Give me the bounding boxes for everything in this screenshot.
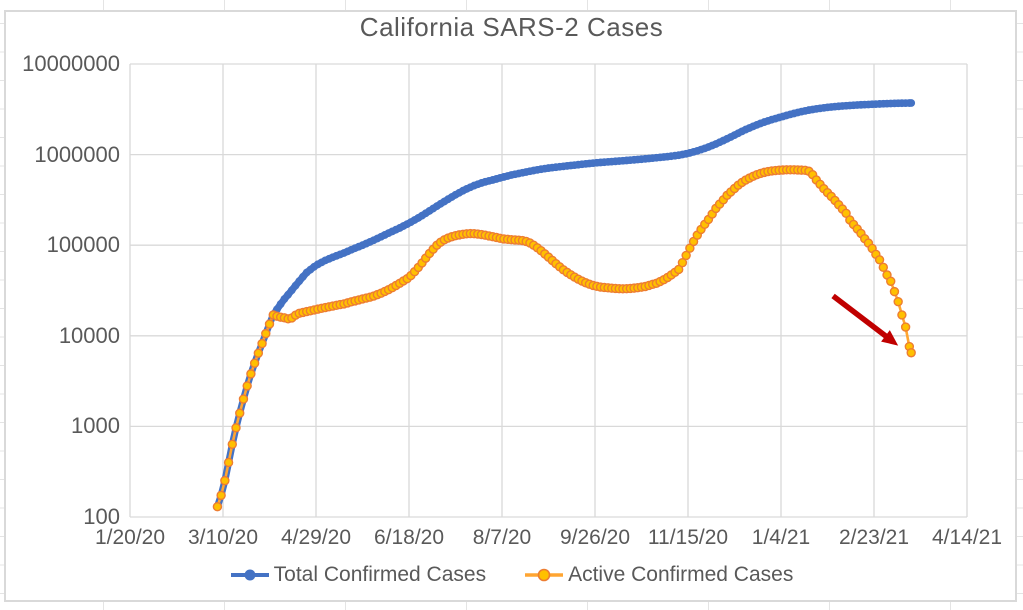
annotation-arrow[interactable] <box>831 293 899 346</box>
legend-marker-total-icon <box>230 569 269 581</box>
series-active-confirmed-cases[interactable] <box>212 165 916 512</box>
legend-label-active-confirmed: Active Confirmed Cases <box>568 563 794 586</box>
legend-item-total-confirmed[interactable]: Total Confirmed Cases <box>230 563 486 587</box>
chart-title: California SARS-2 Cases <box>359 12 664 42</box>
legend-item-active-confirmed[interactable]: Active Confirmed Cases <box>524 563 793 587</box>
gridlines <box>129 63 968 518</box>
legend: Total Confirmed Cases Active Confirmed C… <box>0 563 1023 587</box>
legend-label-total-confirmed: Total Confirmed Cases <box>273 563 487 586</box>
series-total-confirmed-cases[interactable] <box>213 99 916 511</box>
legend-marker-active-icon <box>525 568 564 582</box>
